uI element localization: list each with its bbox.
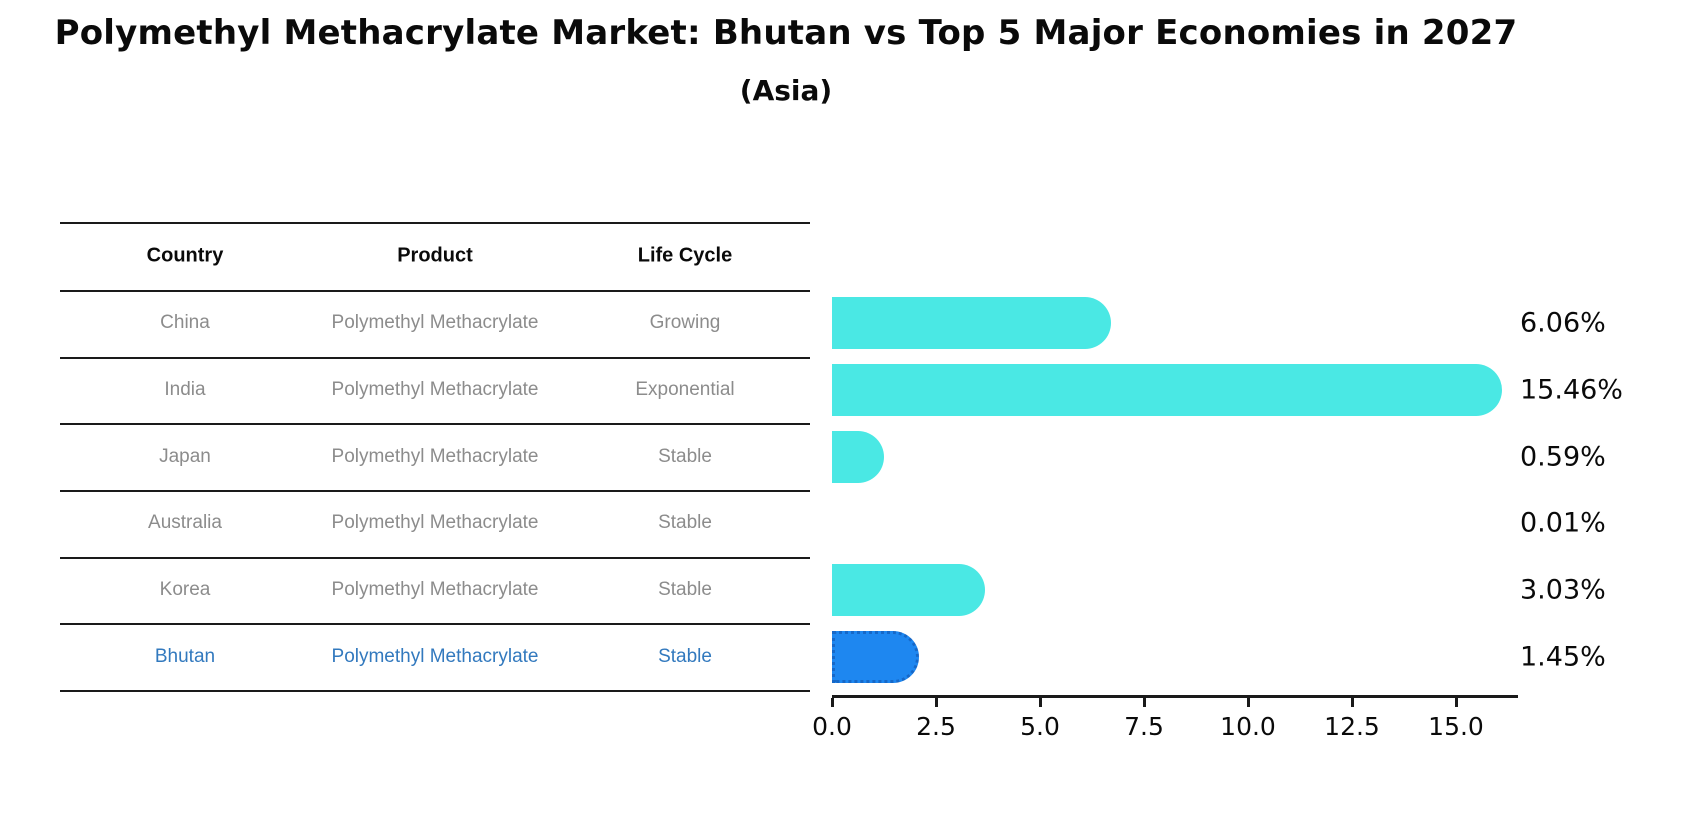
table-cell-life-cycle: Stable: [658, 445, 712, 467]
table-cell-life-cycle: Exponential: [635, 379, 735, 400]
x-axis-tick: [1350, 698, 1354, 707]
x-axis-tick: [1038, 698, 1042, 707]
bar-value-label: 0.59%: [1520, 441, 1606, 473]
x-axis-line: [832, 695, 1518, 698]
table-cell-product: Polymethyl Methacrylate: [331, 445, 539, 467]
bar-value-label: 0.01%: [1520, 507, 1606, 539]
table-header-product: Product: [397, 244, 473, 267]
bar-bhutan: [832, 630, 920, 683]
table-header-country: Country: [146, 244, 224, 267]
table-cell-life-cycle: Growing: [649, 312, 721, 334]
table-cell-product: Polymethyl Methacrylate: [331, 645, 539, 667]
x-axis-tick: [1454, 698, 1458, 707]
x-axis-tick-label: 15.0: [1428, 712, 1484, 741]
bar-value-label: 6.06%: [1520, 307, 1606, 339]
x-axis-tick: [1246, 698, 1250, 707]
table-cell-life-cycle: Stable: [658, 512, 712, 534]
table-cell-country: Korea: [159, 579, 211, 600]
table-cell-product: Polymethyl Methacrylate: [331, 512, 539, 534]
table-cell-country: India: [164, 379, 206, 400]
table-cell-country: Bhutan: [154, 645, 216, 667]
x-axis-tick-label: 7.5: [1124, 712, 1164, 741]
table-row-divider: [60, 623, 810, 626]
table-cell-product: Polymethyl Methacrylate: [331, 312, 539, 334]
x-axis-tick: [934, 698, 938, 707]
table-row-divider: [60, 556, 810, 559]
chart-subtitle: (Asia): [739, 74, 833, 107]
x-axis-tick: [830, 698, 834, 707]
bar-india: [832, 364, 1503, 416]
x-axis-tick: [1142, 698, 1146, 707]
x-axis-tick-label: 2.5: [916, 712, 956, 741]
bar-value-label: 3.03%: [1520, 574, 1606, 606]
table-cell-country: Japan: [159, 445, 211, 467]
bar-value-label: 1.45%: [1520, 641, 1606, 673]
x-axis-tick-label: 5.0: [1020, 712, 1060, 741]
x-axis-tick-label: 0.0: [812, 712, 852, 741]
table-header-life-cycle: Life Cycle: [637, 244, 733, 267]
table-top-border: [60, 222, 810, 224]
x-axis-tick-label: 12.5: [1324, 712, 1380, 741]
table-row-divider: [60, 356, 810, 359]
bar-korea: [832, 564, 986, 616]
table-cell-product: Polymethyl Methacrylate: [331, 379, 539, 400]
table-cell-product: Polymethyl Methacrylate: [331, 579, 539, 600]
table-row-divider: [60, 423, 810, 426]
table-row-divider: [60, 690, 810, 693]
table-cell-life-cycle: Stable: [658, 645, 712, 667]
table-row-divider: [60, 490, 810, 492]
table-cell-country: China: [160, 312, 210, 334]
bar-china: [832, 297, 1112, 350]
table-header-divider: [60, 290, 810, 292]
table-cell-life-cycle: Stable: [658, 579, 712, 600]
bar-value-label: 15.46%: [1520, 374, 1623, 406]
chart-title: Polymethyl Methacrylate Market: Bhutan v…: [54, 13, 1518, 53]
bar-japan: [832, 430, 884, 483]
x-axis-tick-label: 10.0: [1220, 712, 1276, 741]
table-cell-country: Australia: [148, 512, 222, 534]
